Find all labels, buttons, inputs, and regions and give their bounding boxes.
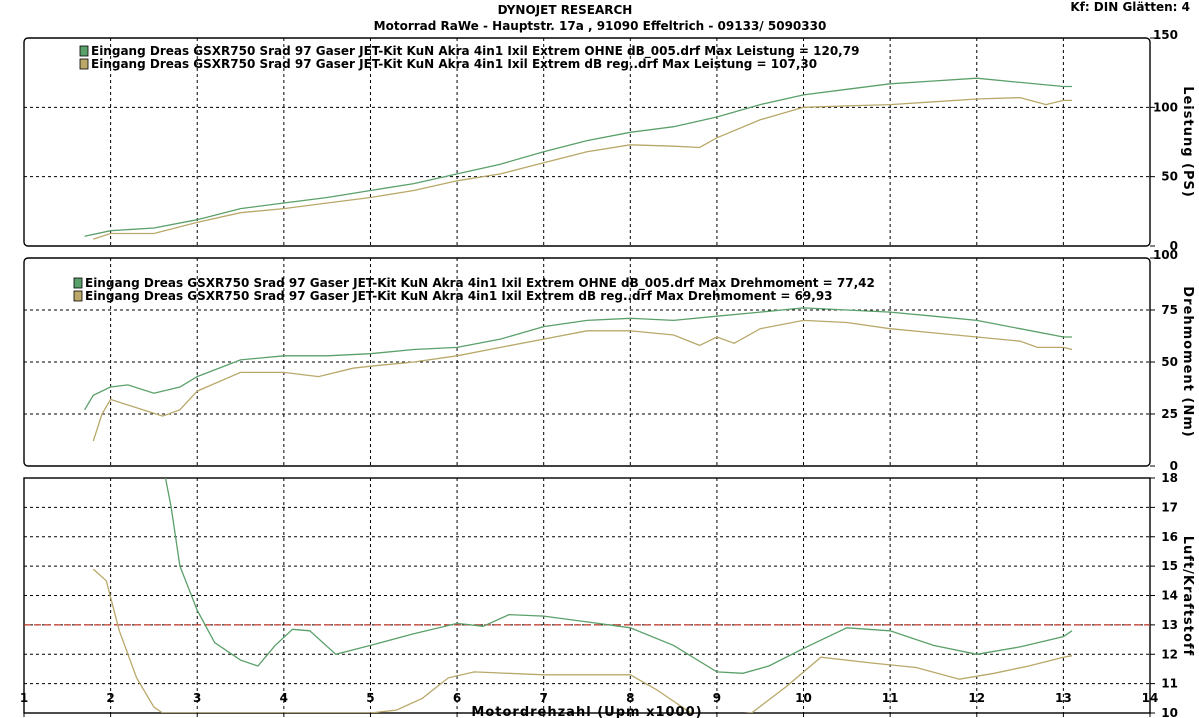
series-line-run-b (92, 319, 1073, 442)
afr-axis-label: Luft/Kraftstoff (1180, 536, 1195, 656)
x-tick-label: 9 (713, 691, 721, 705)
y-tick-label: 75 (1161, 303, 1178, 317)
x-tick-label: 6 (453, 691, 461, 705)
y-tick-label: 15 (1161, 559, 1178, 573)
header-settings: Kf: DIN Glätten: 4 (1070, 0, 1190, 14)
y-tick-label: 150 (1153, 28, 1178, 42)
x-tick-label: 1 (20, 691, 28, 705)
y-tick-label: 50 (1161, 355, 1178, 369)
y-tick-label: 14 (1161, 589, 1178, 603)
legend-entry: Eingang Dreas GSXR750 Srad 97 Gaser JET-… (85, 289, 833, 303)
x-tick-label: 11 (882, 691, 899, 705)
y-tick-label: 25 (1161, 407, 1178, 421)
series-line-run-a (84, 77, 1072, 237)
x-tick-label: 3 (193, 691, 201, 705)
series-line-run-a (164, 478, 1073, 674)
legend-swatch (79, 58, 89, 70)
x-tick-label: 12 (968, 691, 985, 705)
legend-swatch (73, 290, 83, 302)
x-tick-label: 14 (1142, 691, 1159, 705)
y-tick-label: 17 (1161, 500, 1178, 514)
y-tick-label: 100 (1153, 248, 1178, 262)
legend-swatch (79, 45, 89, 57)
x-tick-label: 5 (366, 691, 374, 705)
legend-entry: Eingang Dreas GSXR750 Srad 97 Gaser JET-… (91, 44, 859, 59)
x-tick-label: 8 (626, 691, 634, 705)
y-tick-label: 16 (1161, 530, 1178, 544)
power-panel: 0 50 100 150 Eingang Dreas GSXR750 Srad 97 G… (23, 28, 1178, 253)
y-tick-label: 10 (1161, 706, 1178, 718)
header-address: Motorrad RaWe - Hauptstr. 17a , 91090 Ef… (374, 19, 827, 33)
power-axis-label: Leistung (PS) (1180, 86, 1195, 198)
x-tick-label: 10 (795, 691, 812, 705)
y-tick-label: 50 (1161, 170, 1178, 184)
y-tick-label: 18 (1161, 471, 1178, 485)
legend-entry: Eingang Dreas GSXR750 Srad 97 Gaser JET-… (85, 276, 875, 291)
x-tick-label: 2 (106, 691, 114, 705)
y-tick-label: 11 (1161, 677, 1178, 691)
legend-entry: Eingang Dreas GSXR750 Srad 97 Gaser JET-… (91, 57, 817, 71)
x-tick-label: 13 (1055, 691, 1072, 705)
y-tick-label: 0 (1170, 459, 1178, 473)
y-tick-label: 13 (1161, 618, 1178, 632)
header-company: DYNOJET RESEARCH (498, 3, 633, 17)
torque-axis-label: Drehmoment (Nm) (1180, 286, 1195, 437)
torque-panel: 0 25 50 75 100 Eingang Dreas GSXR750 Srad 97 … (23, 248, 1178, 473)
y-tick-label: 12 (1161, 647, 1178, 661)
y-tick-label: 0 (1170, 239, 1178, 253)
plot-area (23, 37, 1151, 247)
series-line-run-b (93, 96, 1072, 240)
y-tick-label: 100 (1153, 100, 1178, 114)
x-tick-label: 4 (280, 691, 288, 705)
series-line-run-a (84, 307, 1072, 411)
rpm-axis-label: Motordrehzahl (Upm x1000) (471, 705, 702, 718)
series-line-run-b (92, 568, 1073, 713)
x-tick-label: 7 (540, 691, 548, 705)
legend-swatch (73, 277, 83, 289)
